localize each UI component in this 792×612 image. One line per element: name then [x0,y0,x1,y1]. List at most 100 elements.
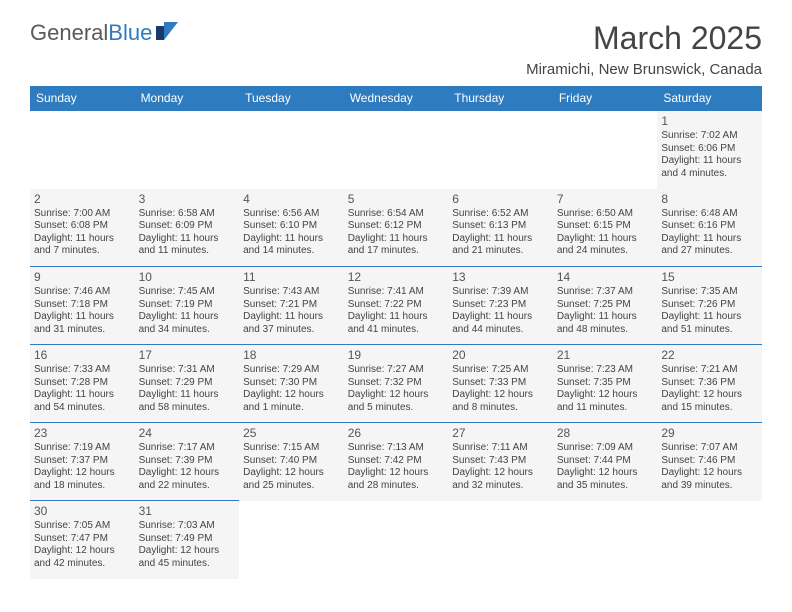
daylight-line: Daylight: 11 hours and 54 minutes. [34,389,131,414]
sunset-line: Sunset: 7:28 PM [34,377,131,390]
day-number: 26 [348,426,445,441]
sunset-line: Sunset: 6:09 PM [139,220,236,233]
sunset-line: Sunset: 6:15 PM [557,220,654,233]
sunset-line: Sunset: 7:26 PM [661,299,758,312]
sunset-line: Sunset: 7:36 PM [661,377,758,390]
sunrise-line: Sunrise: 7:31 AM [139,364,236,377]
day-number: 3 [139,192,236,207]
weekday-header: Wednesday [344,86,449,111]
day-number: 20 [452,348,549,363]
calendar-cell: 10Sunrise: 7:45 AMSunset: 7:19 PMDayligh… [135,267,240,345]
sunset-line: Sunset: 7:18 PM [34,299,131,312]
calendar-cell: 24Sunrise: 7:17 AMSunset: 7:39 PMDayligh… [135,423,240,501]
weekday-header: Tuesday [239,86,344,111]
sunset-line: Sunset: 7:21 PM [243,299,340,312]
sunset-line: Sunset: 7:39 PM [139,455,236,468]
sunset-line: Sunset: 7:42 PM [348,455,445,468]
sunrise-line: Sunrise: 6:54 AM [348,208,445,221]
day-number: 8 [661,192,758,207]
calendar-cell: 9Sunrise: 7:46 AMSunset: 7:18 PMDaylight… [30,267,135,345]
sunrise-line: Sunrise: 6:48 AM [661,208,758,221]
sunrise-line: Sunrise: 7:02 AM [661,130,758,143]
calendar-cell [239,111,344,189]
daylight-line: Daylight: 12 hours and 22 minutes. [139,467,236,492]
daylight-line: Daylight: 11 hours and 21 minutes. [452,233,549,258]
calendar-cell: 7Sunrise: 6:50 AMSunset: 6:15 PMDaylight… [553,189,658,267]
sunrise-line: Sunrise: 7:07 AM [661,442,758,455]
calendar-row: 2Sunrise: 7:00 AMSunset: 6:08 PMDaylight… [30,189,762,267]
sunset-line: Sunset: 7:40 PM [243,455,340,468]
daylight-line: Daylight: 12 hours and 11 minutes. [557,389,654,414]
sunset-line: Sunset: 7:49 PM [139,533,236,546]
calendar-cell: 2Sunrise: 7:00 AMSunset: 6:08 PMDaylight… [30,189,135,267]
day-number: 23 [34,426,131,441]
day-number: 9 [34,270,131,285]
weekday-header: Thursday [448,86,553,111]
sunrise-line: Sunrise: 7:21 AM [661,364,758,377]
sunrise-line: Sunrise: 6:58 AM [139,208,236,221]
sunrise-line: Sunrise: 7:00 AM [34,208,131,221]
sunset-line: Sunset: 6:16 PM [661,220,758,233]
calendar-row: 30Sunrise: 7:05 AMSunset: 7:47 PMDayligh… [30,501,762,579]
sunset-line: Sunset: 7:33 PM [452,377,549,390]
daylight-line: Daylight: 12 hours and 32 minutes. [452,467,549,492]
sunset-line: Sunset: 7:43 PM [452,455,549,468]
day-number: 10 [139,270,236,285]
month-title: March 2025 [526,20,762,57]
sunset-line: Sunset: 7:35 PM [557,377,654,390]
sunrise-line: Sunrise: 6:52 AM [452,208,549,221]
calendar-cell: 22Sunrise: 7:21 AMSunset: 7:36 PMDayligh… [657,345,762,423]
calendar-cell [30,111,135,189]
day-number: 6 [452,192,549,207]
day-number: 11 [243,270,340,285]
daylight-line: Daylight: 11 hours and 41 minutes. [348,311,445,336]
day-number: 21 [557,348,654,363]
calendar-cell: 30Sunrise: 7:05 AMSunset: 7:47 PMDayligh… [30,501,135,579]
sunrise-line: Sunrise: 7:23 AM [557,364,654,377]
sunset-line: Sunset: 7:37 PM [34,455,131,468]
calendar-cell: 5Sunrise: 6:54 AMSunset: 6:12 PMDaylight… [344,189,449,267]
daylight-line: Daylight: 11 hours and 58 minutes. [139,389,236,414]
sunrise-line: Sunrise: 7:46 AM [34,286,131,299]
calendar-cell: 15Sunrise: 7:35 AMSunset: 7:26 PMDayligh… [657,267,762,345]
day-number: 18 [243,348,340,363]
weekday-header-row: SundayMondayTuesdayWednesdayThursdayFrid… [30,86,762,111]
daylight-line: Daylight: 11 hours and 11 minutes. [139,233,236,258]
calendar-cell: 26Sunrise: 7:13 AMSunset: 7:42 PMDayligh… [344,423,449,501]
day-number: 7 [557,192,654,207]
sunrise-line: Sunrise: 7:39 AM [452,286,549,299]
sunrise-line: Sunrise: 7:41 AM [348,286,445,299]
calendar-row: 23Sunrise: 7:19 AMSunset: 7:37 PMDayligh… [30,423,762,501]
calendar-body: 1Sunrise: 7:02 AMSunset: 6:06 PMDaylight… [30,111,762,579]
sunrise-line: Sunrise: 7:05 AM [34,520,131,533]
calendar-row: 1Sunrise: 7:02 AMSunset: 6:06 PMDaylight… [30,111,762,189]
calendar-cell: 21Sunrise: 7:23 AMSunset: 7:35 PMDayligh… [553,345,658,423]
calendar-cell: 27Sunrise: 7:11 AMSunset: 7:43 PMDayligh… [448,423,553,501]
sunrise-line: Sunrise: 7:03 AM [139,520,236,533]
sunrise-line: Sunrise: 7:27 AM [348,364,445,377]
day-number: 24 [139,426,236,441]
sunrise-line: Sunrise: 7:43 AM [243,286,340,299]
calendar-cell [135,111,240,189]
daylight-line: Daylight: 11 hours and 31 minutes. [34,311,131,336]
sunset-line: Sunset: 7:47 PM [34,533,131,546]
page-header: GeneralBlue March 2025 Miramichi, New Br… [30,20,762,78]
sunset-line: Sunset: 6:10 PM [243,220,340,233]
logo-text-general: General [30,20,108,46]
calendar-cell: 4Sunrise: 6:56 AMSunset: 6:10 PMDaylight… [239,189,344,267]
calendar-cell: 14Sunrise: 7:37 AMSunset: 7:25 PMDayligh… [553,267,658,345]
daylight-line: Daylight: 12 hours and 25 minutes. [243,467,340,492]
calendar-cell: 13Sunrise: 7:39 AMSunset: 7:23 PMDayligh… [448,267,553,345]
sunset-line: Sunset: 7:23 PM [452,299,549,312]
calendar-cell [344,501,449,579]
calendar-cell [448,501,553,579]
daylight-line: Daylight: 12 hours and 18 minutes. [34,467,131,492]
sunset-line: Sunset: 6:08 PM [34,220,131,233]
sunset-line: Sunset: 7:30 PM [243,377,340,390]
day-number: 28 [557,426,654,441]
calendar-table: SundayMondayTuesdayWednesdayThursdayFrid… [30,86,762,579]
day-number: 29 [661,426,758,441]
sunrise-line: Sunrise: 7:25 AM [452,364,549,377]
day-number: 31 [139,504,236,519]
sunset-line: Sunset: 6:06 PM [661,143,758,156]
